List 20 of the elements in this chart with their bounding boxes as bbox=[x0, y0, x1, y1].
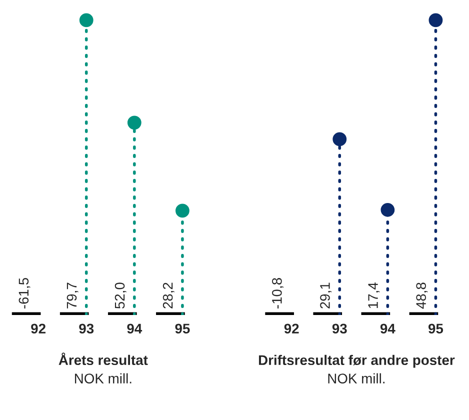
data-label: 52,0 bbox=[114, 282, 126, 309]
text: -61,5 bbox=[18, 278, 30, 308]
text: Årets resultat bbox=[58, 352, 148, 366]
x-tick-label: 92 bbox=[284, 324, 299, 334]
x-tick-label: 94 bbox=[127, 324, 142, 334]
data-label: 48,8 bbox=[416, 282, 428, 309]
text: -10,8 bbox=[272, 278, 284, 308]
data-label: 17,4 bbox=[368, 282, 380, 308]
x-tick-label: 94 bbox=[380, 324, 396, 334]
x-tick-label: 95 bbox=[428, 324, 444, 334]
data-label: 79,7 bbox=[66, 282, 78, 308]
text: NOK mill. bbox=[328, 373, 384, 384]
x-tick-label: 93 bbox=[79, 324, 94, 334]
x-tick-label: 92 bbox=[31, 324, 46, 334]
data-label: 29,1 bbox=[320, 282, 332, 308]
x-tick-label: 93 bbox=[332, 324, 347, 334]
data-label: 28,2 bbox=[162, 282, 174, 308]
text: NOK mill. bbox=[75, 373, 132, 384]
text: Driftsresultat før andre poster bbox=[258, 354, 455, 368]
x-tick-label: 95 bbox=[175, 324, 190, 334]
